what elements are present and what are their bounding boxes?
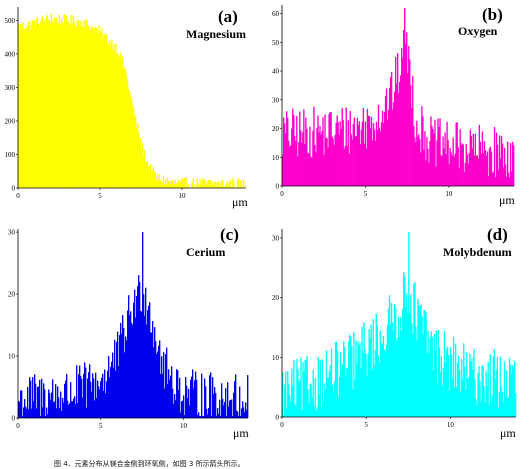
histogram-bar: [243, 179, 244, 188]
histogram-bar: [300, 357, 301, 417]
panel-magnesium: 0 100 200 300 400 500 0 5 10 (a) Magnesium μm: [5, 7, 249, 209]
histogram-bar: [515, 393, 516, 417]
panel-label: (a): [218, 7, 238, 26]
histogram-bar: [179, 378, 180, 418]
element-name: Oxygen: [458, 24, 498, 38]
y-tick-label: 30: [8, 229, 16, 237]
x-axis-unit: μm: [232, 195, 248, 209]
histogram-bar: [219, 400, 220, 418]
x-axis-unit: μm: [500, 426, 516, 440]
x-tick-label: 10: [179, 192, 187, 200]
y-tick-label: 100: [5, 151, 16, 159]
histogram-bar: [183, 395, 184, 418]
histogram-bar: [188, 184, 189, 188]
x-tick-label: 5: [364, 421, 368, 429]
y-tick-label: 20: [8, 291, 16, 299]
y-tick-label: 10: [272, 154, 280, 162]
molybdenum-histogram: [282, 232, 516, 417]
histogram-bar: [241, 181, 242, 188]
histogram-bar: [513, 145, 514, 186]
y-tick-label: 30: [272, 96, 280, 104]
histogram-bar: [233, 182, 234, 188]
y-tick-label: 60: [272, 10, 280, 18]
histogram-bar: [238, 178, 239, 188]
y-tick-label: 500: [5, 17, 16, 25]
x-tick-label: 5: [364, 190, 368, 198]
y-tick-label: 0: [12, 185, 16, 193]
y-tick-label: 300: [5, 84, 16, 92]
element-name: Molybdenum: [443, 245, 512, 259]
x-tick-label: 5: [99, 422, 103, 430]
x-tick-label: 0: [280, 190, 284, 198]
histogram-bar: [215, 393, 216, 418]
histogram-bar: [21, 390, 22, 418]
y-tick-label: 0: [276, 414, 280, 422]
x-axis-unit: μm: [233, 426, 249, 440]
y-tick-label: 30: [272, 234, 280, 242]
cerium-histogram: [18, 232, 248, 418]
panel-label: (b): [482, 5, 503, 24]
x-tick-label: 0: [16, 422, 20, 430]
histogram-bar: [194, 185, 195, 188]
y-tick-label: 50: [272, 39, 280, 47]
histogram-bar: [218, 181, 219, 188]
y-tick-label: 0: [12, 415, 16, 423]
histogram-bar: [225, 388, 226, 418]
x-tick-label: 10: [445, 190, 453, 198]
x-tick-label: 0: [280, 421, 284, 429]
y-tick-label: 40: [272, 68, 280, 76]
histogram-bar: [39, 380, 40, 418]
x-tick-label: 0: [16, 192, 20, 200]
element-name: Magnesium: [186, 27, 246, 41]
histogram-bar: [186, 178, 187, 188]
y-tick-label: 400: [5, 50, 16, 58]
histogram-bar: [44, 389, 45, 418]
x-tick-label: 5: [98, 192, 102, 200]
panel-cerium: 0 10 20 30 0 5 10 (c) Cerium μm: [8, 225, 249, 440]
element-name: Cerium: [186, 245, 225, 259]
panel-oxygen: 0 10 20 30 40 50 60 0 5 10 (b) Oxygen μm: [272, 5, 515, 207]
histogram-bar: [231, 399, 232, 418]
x-tick-label: 10: [180, 422, 188, 430]
x-tick-label: 10: [447, 421, 455, 429]
y-tick-label: 10: [8, 353, 16, 361]
histogram-bar: [201, 374, 202, 418]
x-axis-unit: μm: [499, 193, 515, 207]
panel-label: (c): [220, 225, 239, 244]
histogram-bar: [247, 375, 248, 418]
y-tick-label: 20: [272, 294, 280, 302]
histogram-bar: [192, 178, 193, 188]
histogram-bar: [239, 387, 240, 418]
y-tick-label: 10: [272, 354, 280, 362]
histogram-bar: [210, 372, 211, 418]
panel-molybdenum: 0 10 20 30 0 5 10 (d) Molybdenum μm: [272, 225, 516, 440]
y-tick-label: 0: [276, 183, 280, 191]
y-tick-label: 20: [272, 125, 280, 133]
panel-label: (d): [487, 225, 508, 244]
y-tick-label: 200: [5, 117, 16, 125]
histogram-bar: [196, 380, 197, 418]
